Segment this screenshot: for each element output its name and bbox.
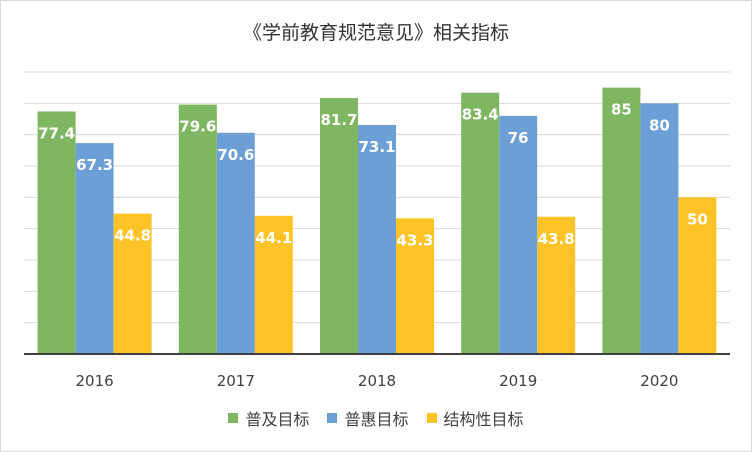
data-label: 44.8	[114, 227, 151, 245]
data-label: 44.1	[255, 229, 292, 247]
data-label: 67.3	[76, 156, 113, 174]
x-tick-label: 2018	[358, 372, 396, 390]
legend-label: 普及目标	[245, 410, 310, 429]
legend-swatch	[228, 413, 239, 423]
legend-swatch	[426, 413, 437, 423]
bar	[499, 115, 538, 354]
bars	[37, 87, 717, 355]
data-labels: 77.467.3 44.8 79.670.6 44.1 81.773.1 43.3 83.4…	[38, 101, 708, 250]
x-tick-label: 2020	[640, 372, 678, 390]
bar	[537, 216, 576, 354]
data-label: 83.4	[462, 106, 499, 124]
data-label: 77.4	[38, 124, 75, 142]
data-label: 80	[649, 116, 670, 134]
bar	[461, 92, 500, 355]
bar	[75, 143, 114, 354]
data-label: 43.8	[538, 230, 575, 248]
x-tick-label: 2017	[217, 372, 255, 390]
data-label: 70.6	[217, 146, 254, 164]
bar	[113, 213, 152, 354]
bar	[640, 103, 679, 354]
bar	[358, 124, 396, 354]
x-tick-label: 2016	[76, 372, 114, 390]
bar	[254, 215, 293, 354]
x-tick-label: 2019	[499, 372, 537, 390]
x-tick-labels: 2016 2017 2018 2019 2020	[76, 372, 679, 390]
legend-item: 普及目标	[228, 406, 309, 430]
legend-label: 普惠目标	[344, 410, 409, 429]
bar	[602, 87, 641, 355]
data-label: 50	[687, 210, 708, 228]
bar	[37, 111, 76, 354]
data-label: 76	[508, 129, 529, 147]
bar	[678, 197, 717, 354]
legend-item: 普惠目标	[327, 406, 409, 430]
legend: 普及目标 普惠目标 结构性目标	[0, 406, 752, 430]
legend-item: 结构性目标	[426, 406, 524, 430]
chart-title: 《学前教育规范意见》相关指标	[242, 22, 509, 44]
bar	[396, 218, 434, 354]
data-label: 85	[611, 101, 632, 119]
bar	[178, 104, 217, 354]
bar	[320, 98, 358, 354]
data-label: 43.3	[396, 231, 433, 249]
data-label: 73.1	[358, 138, 395, 156]
bar	[216, 132, 255, 354]
data-label: 79.6	[179, 118, 216, 136]
data-label: 81.7	[320, 111, 357, 129]
legend-swatch	[327, 413, 338, 423]
legend-label: 结构性目标	[443, 410, 524, 429]
